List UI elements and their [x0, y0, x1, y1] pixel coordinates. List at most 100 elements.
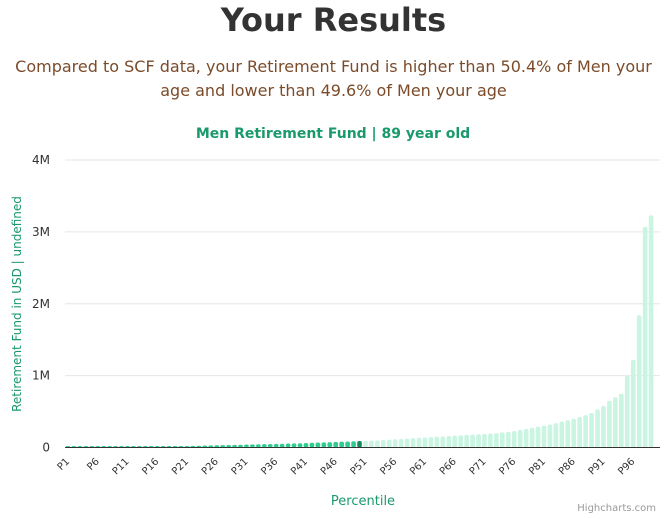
bar-p51[interactable] — [363, 440, 368, 448]
bar-p52[interactable] — [369, 440, 374, 448]
y-tick-label: 4M — [32, 153, 50, 167]
x-tick-label: P16 — [140, 456, 161, 477]
bar-p35[interactable] — [267, 443, 273, 448]
bar-p60[interactable] — [416, 437, 422, 448]
bar-p71[interactable] — [482, 433, 487, 448]
page-title: Your Results — [220, 1, 447, 39]
bar-p33[interactable] — [256, 444, 261, 448]
bar-p57[interactable] — [398, 438, 404, 448]
bar-p92[interactable] — [607, 400, 612, 448]
bar-p63[interactable] — [434, 436, 440, 448]
bar-p72[interactable] — [488, 433, 493, 448]
bar-p88[interactable] — [583, 415, 588, 448]
y-tick-label: 1M — [32, 369, 50, 383]
bar-p49[interactable] — [351, 441, 356, 448]
x-tick-label: P96 — [616, 456, 637, 477]
bar-p98[interactable] — [642, 226, 648, 448]
bar-p42[interactable] — [309, 442, 315, 448]
bar-p66[interactable] — [452, 435, 458, 448]
bar-p96[interactable] — [630, 359, 636, 448]
bar-p75[interactable] — [505, 431, 511, 448]
x-tick-label: P71 — [468, 456, 489, 477]
bar-p89[interactable] — [589, 413, 594, 448]
x-tick-label: P81 — [527, 456, 548, 477]
bar-p38[interactable] — [285, 443, 291, 448]
bar-p79[interactable] — [529, 427, 535, 448]
bar-p76[interactable] — [511, 430, 517, 448]
bar-p39[interactable] — [291, 443, 297, 448]
x-tick-label: P46 — [319, 456, 340, 477]
bar-p62[interactable] — [428, 437, 434, 448]
bar-p86[interactable] — [571, 418, 577, 448]
bar-p77[interactable] — [517, 429, 523, 448]
bar-p46[interactable] — [333, 441, 339, 448]
bar-p26[interactable] — [214, 445, 220, 448]
bar-p30[interactable] — [238, 444, 243, 448]
bar-p29[interactable] — [232, 444, 237, 448]
bar-p87[interactable] — [577, 416, 582, 448]
x-tick-label: P11 — [111, 456, 132, 477]
bar-p85[interactable] — [565, 420, 571, 448]
percentile-chart: Men Retirement Fund | 89 year old 0 1M 2M 3… — [10, 126, 660, 509]
result-summary: Compared to SCF data, your Retirement Fu… — [15, 57, 652, 100]
bar-p95[interactable] — [624, 375, 630, 448]
x-tick-label: P76 — [497, 456, 518, 477]
bar-p80[interactable] — [535, 426, 541, 448]
bar-p70[interactable] — [476, 434, 481, 448]
bar-p59[interactable] — [410, 438, 416, 448]
bar-p97[interactable] — [636, 315, 642, 448]
bar-p91[interactable] — [601, 405, 606, 448]
bar-p83[interactable] — [553, 423, 559, 448]
bar-p55[interactable] — [386, 439, 392, 448]
bar-p48[interactable] — [345, 441, 350, 448]
bar-p78[interactable] — [523, 428, 529, 448]
bar-p53[interactable] — [375, 440, 380, 448]
y-tick-label: 0 — [42, 441, 50, 455]
bar-p56[interactable] — [392, 439, 398, 448]
bar-p45[interactable] — [327, 442, 333, 448]
bar-p90[interactable] — [595, 409, 600, 448]
highcharts-credit[interactable]: Highcharts.com — [577, 503, 656, 514]
bar-p67[interactable] — [458, 435, 463, 448]
x-tick-label: P61 — [408, 456, 429, 477]
chart-title: Men Retirement Fund | 89 year old — [196, 126, 470, 142]
bar-p84[interactable] — [559, 421, 565, 448]
bar-p94[interactable] — [619, 393, 624, 448]
bar-p64[interactable] — [440, 436, 446, 448]
bar-p44[interactable] — [321, 442, 327, 448]
bar-p93[interactable] — [613, 397, 618, 448]
x-tick-label: P26 — [200, 456, 221, 477]
bar-p65[interactable] — [446, 436, 452, 448]
bar-p50[interactable] — [357, 441, 362, 448]
x-tick-label: P51 — [349, 456, 370, 477]
bar-p34[interactable] — [262, 444, 267, 448]
bar-p28[interactable] — [226, 444, 231, 448]
bar-p31[interactable] — [244, 444, 249, 448]
bar-p47[interactable] — [339, 441, 344, 448]
bar-p25[interactable] — [208, 445, 214, 448]
bar-p37[interactable] — [279, 443, 285, 448]
bar-p68[interactable] — [464, 434, 469, 448]
x-axis-labels: P1 P6 P11 P16 P21 P26 P31 P36 P41 P46 P51 P56 P61 P66… — [56, 456, 638, 477]
x-tick-label: P31 — [230, 456, 251, 477]
x-tick-label: P36 — [259, 456, 280, 477]
bar-p82[interactable] — [547, 424, 553, 448]
x-axis-title: Percentile — [331, 494, 395, 509]
x-tick-label: P41 — [289, 456, 310, 477]
bar-p81[interactable] — [541, 425, 547, 448]
bar-p27[interactable] — [220, 445, 225, 448]
bar-p32[interactable] — [250, 444, 255, 448]
x-tick-label: P6 — [85, 456, 102, 473]
bar-p36[interactable] — [273, 443, 279, 448]
bar-p99[interactable] — [648, 215, 654, 448]
bar-p58[interactable] — [404, 438, 410, 448]
bar-p43[interactable] — [315, 442, 321, 448]
bar-p73[interactable] — [494, 433, 499, 448]
bar-p61[interactable] — [422, 437, 428, 448]
bar-p74[interactable] — [500, 432, 505, 448]
bar-p40[interactable] — [297, 443, 303, 448]
bar-p69[interactable] — [470, 434, 475, 448]
bar-p54[interactable] — [381, 439, 386, 448]
bar-p41[interactable] — [303, 442, 309, 448]
y-tick-label: 3M — [32, 225, 50, 239]
